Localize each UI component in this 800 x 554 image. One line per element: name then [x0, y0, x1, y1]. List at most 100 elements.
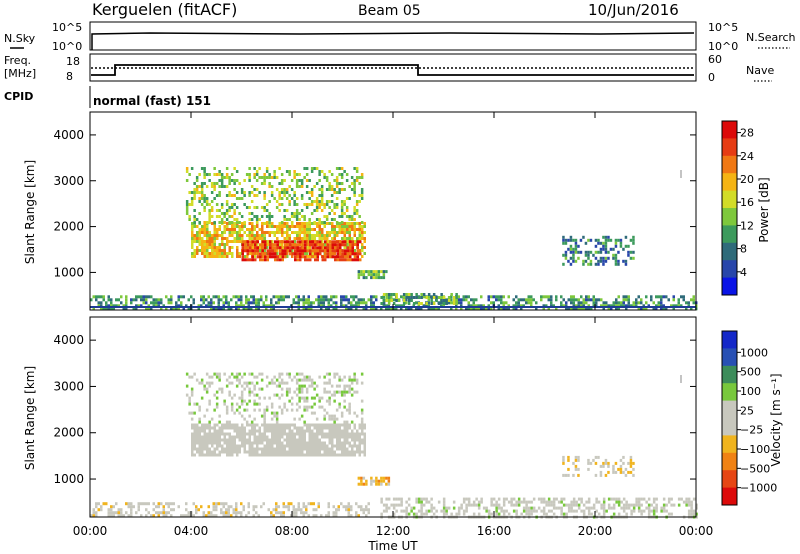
echo-cell — [243, 231, 246, 234]
echo-cell — [430, 299, 433, 302]
echo-cell — [208, 441, 211, 445]
echo-cell — [336, 234, 339, 237]
echo-cell — [665, 307, 668, 311]
echo-cell — [100, 508, 103, 512]
echo-cell — [251, 258, 254, 262]
echo-cell — [477, 503, 481, 507]
echo-cell — [122, 307, 125, 311]
echo-cell — [331, 450, 334, 454]
echo-cell — [241, 441, 244, 445]
echo-cell — [271, 432, 274, 436]
echo-cell — [285, 505, 288, 509]
echo-cell — [100, 307, 103, 311]
echo-cell — [345, 197, 349, 200]
echo-cell — [467, 304, 470, 308]
echo-cell — [500, 307, 503, 311]
echo-cell — [238, 405, 241, 409]
x-tick-label: 20:00 — [578, 524, 613, 538]
echo-cell — [215, 505, 218, 509]
echo-cell — [288, 429, 291, 433]
echo-cell — [348, 384, 351, 388]
echo-cell — [570, 506, 573, 510]
echo-cell — [216, 435, 219, 439]
echo-cell — [271, 222, 274, 225]
echo-cell — [338, 423, 341, 427]
echo-cell — [263, 396, 266, 400]
echo-cell — [592, 458, 595, 462]
echo-cell — [630, 509, 633, 513]
echo-cell — [325, 381, 329, 385]
echo-cell — [203, 182, 206, 185]
echo-cell — [356, 222, 359, 225]
echo-cell — [240, 402, 244, 406]
echo-cell — [410, 509, 413, 513]
echo-cell — [255, 304, 258, 308]
echo-cell — [213, 252, 216, 255]
echo-cell — [221, 447, 224, 451]
echo-cell — [326, 237, 329, 240]
echo-cell — [392, 298, 395, 302]
echo-cell — [355, 301, 358, 305]
echo-cell — [319, 252, 322, 256]
echo-cell — [336, 231, 339, 234]
echo-cell — [198, 234, 201, 237]
echo-cell — [238, 225, 241, 228]
echo-cell — [260, 378, 264, 382]
echo-cell — [238, 438, 241, 442]
echo-cell — [280, 203, 284, 206]
echo-cell — [268, 438, 271, 442]
echo-cell — [662, 509, 666, 513]
echo-cell — [278, 444, 281, 448]
echo-cell — [265, 170, 269, 173]
echo-cell — [228, 453, 231, 457]
echo-cell — [420, 503, 423, 507]
echo-cell — [296, 447, 299, 451]
echo-cell — [338, 188, 341, 191]
echo-cell — [290, 408, 294, 412]
echo-cell — [346, 426, 349, 430]
echo-cell — [256, 243, 259, 246]
echo-cell — [627, 503, 631, 507]
echo-cell — [602, 259, 605, 263]
echo-cell — [303, 384, 306, 388]
echo-cell — [604, 473, 608, 477]
echo-cell — [191, 231, 194, 234]
echo-cell — [340, 188, 344, 191]
echo-cell — [301, 222, 304, 225]
echo-cell — [612, 503, 616, 507]
echo-cell — [236, 432, 239, 436]
echo-cell — [336, 438, 339, 442]
echo-cell — [298, 231, 301, 234]
echo-cell — [592, 295, 595, 299]
echo-cell — [361, 429, 364, 433]
echo-cell — [530, 512, 533, 516]
echo-cell — [597, 262, 600, 266]
colorbar-swatch — [722, 400, 737, 419]
echo-cell — [310, 396, 314, 400]
echo-cell — [203, 453, 206, 457]
echo-cell — [652, 307, 655, 311]
echo-cell — [252, 505, 255, 509]
echo-cell — [223, 438, 226, 442]
echo-cell — [316, 222, 319, 225]
echo-cell — [231, 246, 234, 249]
echo-cell — [326, 252, 329, 256]
echo-cell — [278, 209, 281, 212]
echo-cell — [317, 502, 320, 506]
echo-cell — [331, 444, 334, 448]
echo-cell — [351, 429, 354, 433]
echo-cell — [206, 234, 209, 237]
echo-cell — [330, 185, 334, 188]
echo-cell — [205, 221, 209, 224]
echo-cell — [246, 450, 249, 454]
echo-cell — [253, 438, 256, 442]
echo-cell — [256, 441, 259, 445]
echo-cell — [595, 298, 598, 302]
echo-cell — [233, 375, 236, 379]
echo-cell — [102, 298, 105, 302]
echo-cell — [196, 423, 199, 427]
echo-cell — [97, 502, 100, 506]
echo-cell — [510, 503, 513, 507]
